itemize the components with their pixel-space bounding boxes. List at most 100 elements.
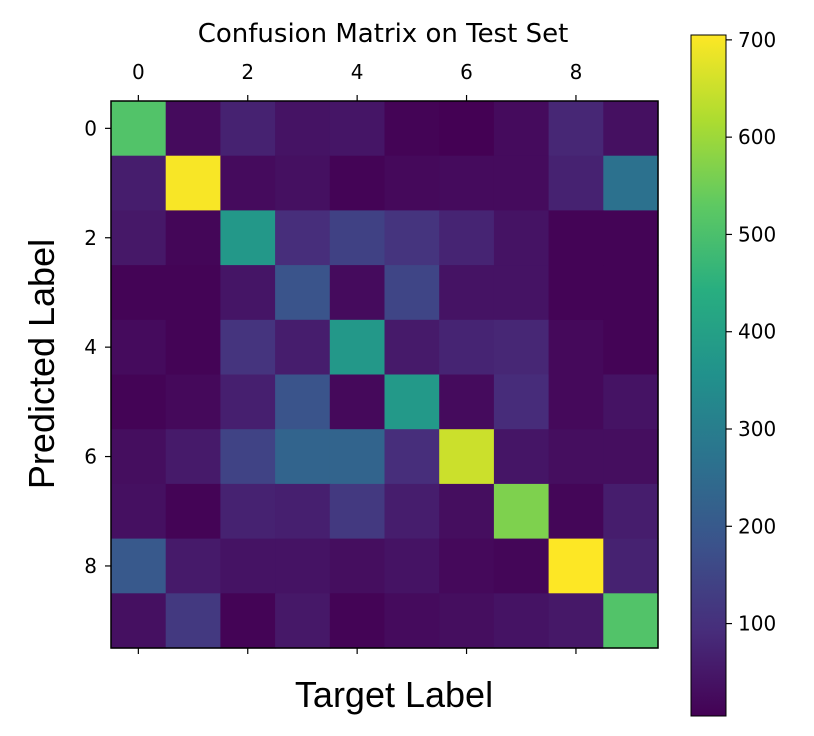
heatmap-cell-r1-c1 — [165, 155, 221, 211]
x-tick-label-4: 4 — [351, 60, 364, 84]
colorbar-tick-label-600: 600 — [738, 125, 776, 149]
heatmap-cell-r1-c0 — [111, 155, 167, 211]
heatmap-cell-r5-c7 — [493, 374, 550, 430]
heatmap-cell-r3-c3 — [275, 265, 331, 321]
heatmap-cells — [111, 101, 659, 649]
x-tick-label-6: 6 — [460, 60, 473, 84]
heatmap-cell-r6-c7 — [493, 429, 550, 485]
heatmap-cell-r7-c1 — [165, 483, 221, 540]
heatmap-cell-r4-c7 — [493, 319, 550, 376]
colorbar-tick-label-300: 300 — [738, 417, 776, 441]
heatmap-cell-r0-c9 — [603, 101, 659, 157]
heatmap-cell-r9-c5 — [384, 593, 440, 649]
heatmap-cell-r2-c5 — [384, 210, 440, 266]
heatmap-cell-r5-c6 — [439, 374, 495, 430]
heatmap-cell-r7-c7 — [493, 483, 550, 540]
x-axis-ticks: 0 2 4 6 8 — [132, 60, 582, 654]
colorbar — [690, 34, 727, 717]
heatmap-cell-r1-c4 — [329, 155, 386, 211]
colorbar-tick-label-100: 100 — [738, 612, 776, 636]
heatmap-cell-r4-c5 — [384, 319, 440, 376]
heatmap-cell-r0-c5 — [384, 101, 440, 157]
heatmap-cell-r3-c8 — [548, 265, 604, 321]
x-tick-label-8: 8 — [570, 60, 583, 84]
heatmap-cell-r8-c6 — [439, 538, 495, 594]
heatmap-cell-r0-c0 — [111, 101, 167, 157]
heatmap-cell-r4-c6 — [439, 319, 495, 376]
heatmap-cell-r7-c9 — [603, 483, 659, 540]
y-tick-label-4: 4 — [84, 335, 97, 359]
heatmap-cell-r8-c5 — [384, 538, 440, 594]
heatmap-cell-r1-c2 — [220, 155, 276, 211]
heatmap-cell-r3-c1 — [165, 265, 221, 321]
heatmap-cell-r2-c3 — [275, 210, 331, 266]
y-axis-label: Predicted Label — [21, 239, 62, 489]
heatmap-cell-r7-c2 — [220, 483, 276, 540]
heatmap-cell-r0-c7 — [493, 101, 550, 157]
x-axis-label: Target Label — [295, 674, 493, 715]
heatmap-cell-r0-c1 — [165, 101, 221, 157]
heatmap-cell-r8-c4 — [329, 538, 386, 594]
heatmap-cell-r4-c3 — [275, 319, 331, 376]
heatmap-cell-r0-c4 — [329, 101, 386, 157]
heatmap-cell-r0-c2 — [220, 101, 276, 157]
colorbar-tick-label-700: 700 — [738, 28, 776, 52]
colorbar-tick-label-200: 200 — [738, 514, 776, 538]
heatmap-cell-r9-c0 — [111, 593, 167, 649]
heatmap-cell-r9-c7 — [493, 593, 550, 649]
heatmap-cell-r0-c6 — [439, 101, 495, 157]
heatmap-cell-r0-c3 — [275, 101, 331, 157]
heatmap-cell-r1-c5 — [384, 155, 440, 211]
heatmap-cell-r8-c8 — [548, 538, 604, 594]
heatmap-cell-r3-c7 — [493, 265, 550, 321]
heatmap-cell-r5-c3 — [275, 374, 331, 430]
heatmap-cell-r7-c6 — [439, 483, 495, 540]
heatmap-cell-r9-c4 — [329, 593, 386, 649]
heatmap-cell-r1-c3 — [275, 155, 331, 211]
heatmap-cell-r9-c9 — [603, 593, 659, 649]
y-tick-label-2: 2 — [84, 226, 97, 250]
heatmap-cell-r6-c5 — [384, 429, 440, 485]
heatmap-cell-r2-c4 — [329, 210, 386, 266]
heatmap-cell-r9-c3 — [275, 593, 331, 649]
heatmap-cell-r7-c8 — [548, 483, 604, 540]
heatmap-cell-r7-c3 — [275, 483, 331, 540]
heatmap-cell-r6-c9 — [603, 429, 659, 485]
heatmap-cell-r1-c6 — [439, 155, 495, 211]
heatmap-cell-r2-c6 — [439, 210, 495, 266]
heatmap-cell-r9-c6 — [439, 593, 495, 649]
heatmap-cell-r4-c9 — [603, 319, 659, 376]
colorbar-tick-label-500: 500 — [738, 222, 776, 246]
heatmap-cell-r3-c5 — [384, 265, 440, 321]
y-tick-label-6: 6 — [84, 445, 97, 469]
heatmap-cell-r8-c0 — [111, 538, 167, 594]
heatmap-cell-r8-c3 — [275, 538, 331, 594]
heatmap-cell-r2-c2 — [220, 210, 276, 266]
heatmap-cell-r4-c1 — [165, 319, 221, 376]
x-tick-label-2: 2 — [241, 60, 254, 84]
heatmap-cell-r6-c2 — [220, 429, 276, 485]
heatmap-cell-r5-c9 — [603, 374, 659, 430]
heatmap-cell-r6-c8 — [548, 429, 604, 485]
heatmap-cell-r2-c8 — [548, 210, 604, 266]
heatmap-cell-r4-c4 — [329, 319, 386, 376]
heatmap-cell-r5-c1 — [165, 374, 221, 430]
colorbar-tick-label-400: 400 — [738, 320, 776, 344]
heatmap-cell-r1-c9 — [603, 155, 659, 211]
colorbar-ticks: 100 200 300 400 500 600 700 — [726, 28, 776, 636]
y-tick-label-0: 0 — [84, 116, 97, 140]
heatmap-cell-r7-c0 — [111, 483, 167, 540]
heatmap-cell-r3-c2 — [220, 265, 276, 321]
heatmap-cell-r3-c9 — [603, 265, 659, 321]
heatmap-cell-r3-c0 — [111, 265, 167, 321]
heatmap-cell-r4-c8 — [548, 319, 604, 376]
heatmap-cell-r2-c7 — [493, 210, 550, 266]
heatmap-cell-r7-c5 — [384, 483, 440, 540]
heatmap-cell-r2-c0 — [111, 210, 167, 266]
y-tick-label-8: 8 — [84, 554, 97, 578]
plot-frame — [110, 100, 659, 649]
heatmap-cell-r8-c2 — [220, 538, 276, 594]
heatmap-cell-r5-c4 — [329, 374, 386, 430]
heatmap-cell-r6-c3 — [275, 429, 331, 485]
